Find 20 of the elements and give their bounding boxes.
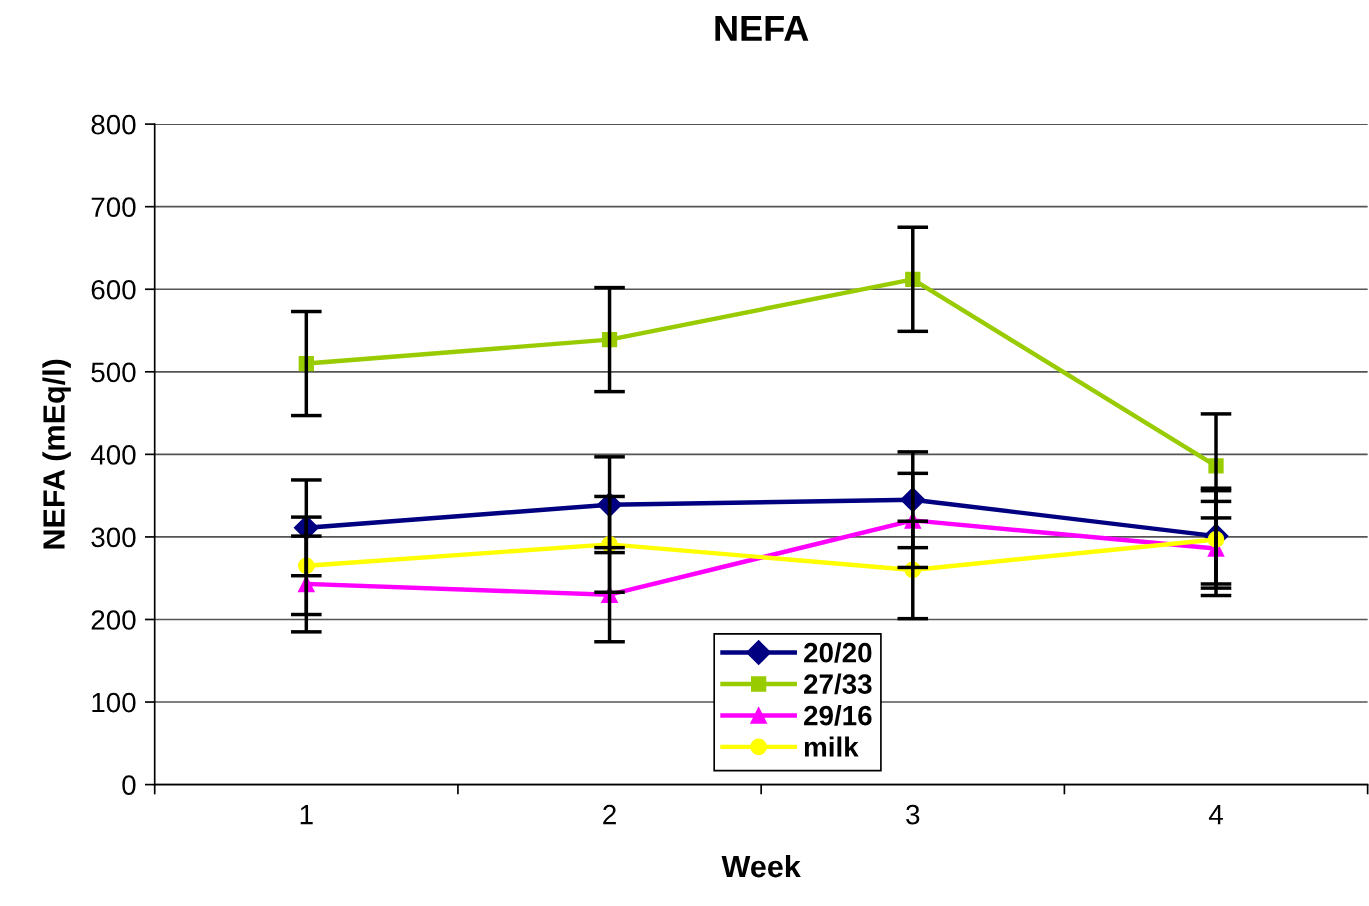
x-tick-label: 3 bbox=[906, 804, 920, 825]
y-tick-label: 0 bbox=[122, 775, 136, 795]
x-tick-label: 1 bbox=[300, 805, 313, 825]
legend-label: 29/16 bbox=[804, 705, 872, 726]
y-tick-label: 500 bbox=[91, 362, 136, 383]
chart-title: NEFA bbox=[715, 15, 809, 41]
y-tick-label: 200 bbox=[91, 610, 136, 630]
x-tick-label: 2 bbox=[603, 804, 616, 825]
legend-label: 27/33 bbox=[804, 673, 872, 695]
y-axis-title: NEFA (mEq/l) bbox=[42, 359, 71, 549]
y-tick-label: 600 bbox=[91, 279, 136, 300]
y-tick-label: 800 bbox=[91, 114, 136, 135]
y-tick-label: 400 bbox=[90, 445, 136, 465]
x-axis-title: Week bbox=[721, 854, 801, 878]
y-tick-label: 300 bbox=[91, 527, 136, 548]
y-tick-label: 700 bbox=[91, 197, 136, 218]
legend-label: milk bbox=[804, 736, 859, 757]
y-tick-label: 100 bbox=[92, 692, 136, 713]
x-tick-label: 4 bbox=[1208, 805, 1223, 825]
legend-label: 20/20 bbox=[804, 642, 872, 663]
